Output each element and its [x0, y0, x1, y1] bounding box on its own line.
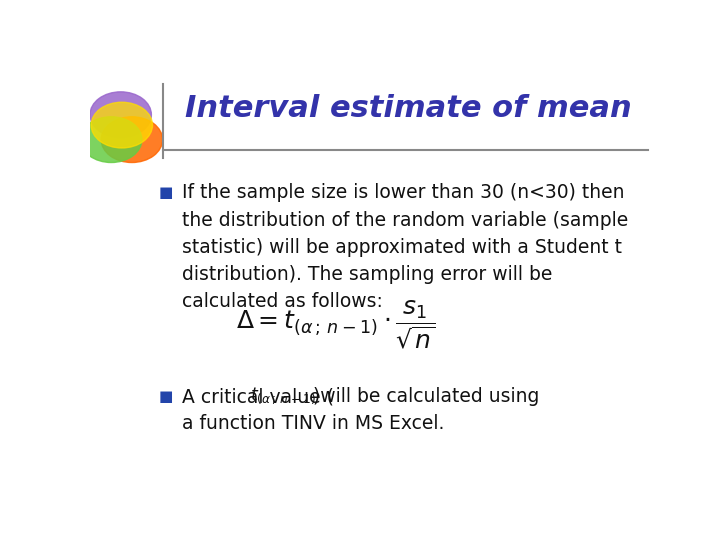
Text: ■: ■ [158, 185, 173, 200]
Circle shape [81, 117, 142, 163]
Circle shape [90, 92, 151, 138]
Text: Interval estimate of mean: Interval estimate of mean [185, 94, 631, 123]
Text: $t_{(\alpha\,;\,n-1)}$: $t_{(\alpha\,;\,n-1)}$ [250, 385, 316, 406]
Text: ■: ■ [158, 389, 173, 404]
Text: $\Delta = t_{(\alpha\,;\,n-1)} \cdot \dfrac{s_1}{\sqrt{n}}$: $\Delta = t_{(\alpha\,;\,n-1)} \cdot \df… [235, 298, 436, 351]
Text: A critical value (: A critical value ( [182, 387, 334, 406]
Circle shape [101, 117, 163, 163]
Text: If the sample size is lower than 30 (n<30) then
the distribution of the random v: If the sample size is lower than 30 (n<3… [182, 183, 629, 311]
Circle shape [91, 102, 153, 148]
Text: a function TINV in MS Excel.: a function TINV in MS Excel. [182, 414, 444, 433]
Text: )will be calculated using: )will be calculated using [312, 387, 539, 406]
